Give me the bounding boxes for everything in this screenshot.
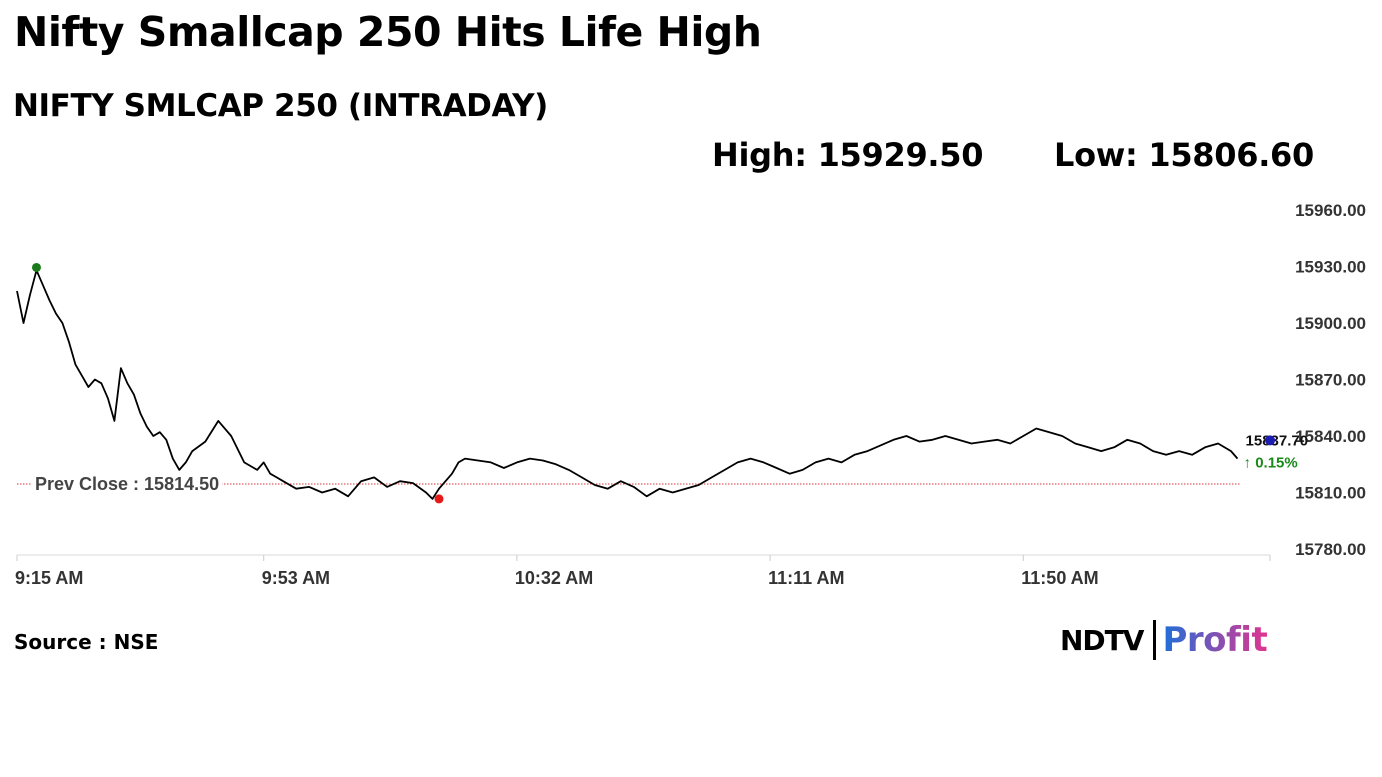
logo-ndtv-text: NDTV — [1060, 623, 1144, 657]
low-marker — [434, 494, 444, 504]
logo-divider — [1153, 620, 1157, 660]
last-change-label: ↑ 0.15% — [1244, 454, 1298, 471]
x-tick-label: 9:53 AM — [262, 568, 330, 588]
y-tick-label: 15900.00 — [1295, 314, 1366, 333]
high-marker — [31, 262, 41, 272]
chart-title: NIFTY SMLCAP 250 (INTRADAY) — [13, 88, 548, 124]
ndtv-profit-logo: NDTV Profit — [1060, 618, 1268, 662]
y-tick-label: 15780.00 — [1295, 540, 1366, 559]
y-tick-label: 15930.00 — [1295, 258, 1366, 277]
prev-close-label: Prev Close : 15814.50 — [35, 474, 219, 494]
series-line — [16, 269, 1239, 500]
day-low-label: Low: 15806.60 — [1054, 136, 1314, 174]
y-tick-label: 15810.00 — [1295, 484, 1366, 503]
intraday-line-chart: 15960.00 15930.00 15900.00 15870.00 15840.00… — [15, 201, 1366, 588]
x-tick-label: 10:32 AM — [515, 568, 593, 588]
last-value-marker — [1265, 435, 1275, 446]
y-tick-label: 15840.00 — [1295, 427, 1366, 446]
day-high-label: High: 15929.50 — [712, 136, 984, 174]
chart-headline: Nifty Smallcap 250 Hits Life High — [14, 8, 762, 56]
y-tick-label: 15960.00 — [1295, 201, 1366, 220]
logo-profit-text: Profit — [1162, 620, 1268, 660]
x-tick-label: 11:11 AM — [768, 568, 844, 588]
source-note: Source : NSE — [14, 630, 159, 654]
prev-close-label-bg — [32, 473, 223, 496]
x-tick-label: 9:15 AM — [15, 568, 83, 588]
last-value-label: 15837.70 — [1246, 432, 1309, 449]
x-tick-label: 11:50 AM — [1021, 568, 1098, 588]
y-tick-label: 15870.00 — [1295, 371, 1366, 390]
